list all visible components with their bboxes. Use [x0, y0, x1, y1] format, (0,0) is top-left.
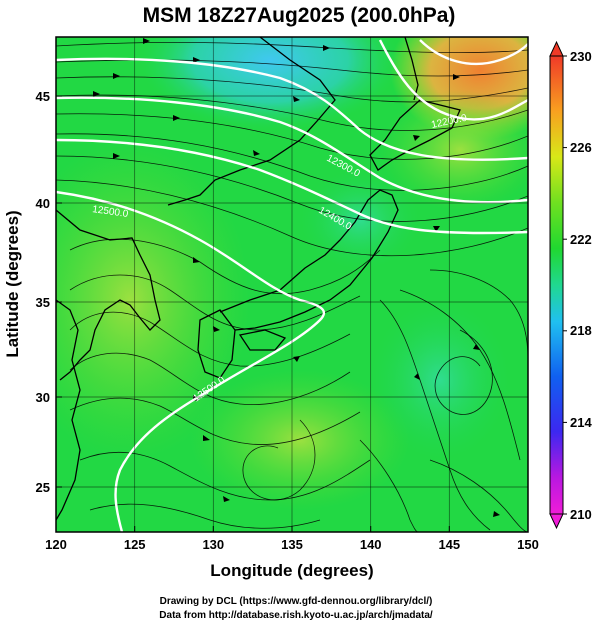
x-tick-labels: 120 125 130 135 140 145 150	[45, 537, 539, 552]
y-tick-label: 45	[36, 89, 50, 104]
stream-arrow	[473, 344, 480, 350]
stream-arrow	[143, 38, 150, 44]
cool-region	[370, 300, 510, 460]
stream-arrow	[453, 74, 460, 80]
streamline	[56, 155, 528, 222]
streamline	[89, 503, 321, 529]
colorbar-tick-label: 214	[570, 415, 592, 430]
contour-12500	[56, 190, 326, 532]
x-tick-label: 130	[202, 537, 224, 552]
contour-label: 12500.0	[92, 204, 130, 220]
colorbar-tick-label: 222	[570, 232, 592, 247]
contour-12400	[56, 138, 528, 235]
contour-12100b	[419, 39, 528, 66]
china-coast	[56, 299, 81, 521]
streamline	[56, 94, 528, 131]
colorbar-tick-label: 210	[570, 507, 592, 522]
y-tick-labels: 45 40 35 30 25	[36, 89, 50, 495]
x-axis-title: Longitude (degrees)	[210, 561, 373, 580]
x-tick-label: 145	[438, 537, 460, 552]
stream-arrow	[193, 57, 200, 63]
stream-arrow	[173, 115, 180, 121]
streamline	[379, 299, 491, 531]
primorye-coast	[167, 37, 336, 206]
stream-arrow	[323, 45, 330, 51]
colorbar-min-arrow	[549, 513, 564, 530]
height-contours	[56, 39, 528, 532]
x-tick-label: 135	[281, 537, 303, 552]
stream-arrow	[253, 150, 260, 156]
contour-12100	[378, 39, 528, 121]
stream-arrow	[223, 496, 230, 502]
colorbar-max-arrow	[549, 40, 564, 57]
colorbar-bar	[549, 55, 564, 515]
stream-arrow	[113, 153, 120, 159]
x-tick-label: 125	[124, 537, 146, 552]
streamline	[429, 459, 528, 532]
stream-arrow	[413, 135, 420, 141]
streamline	[69, 311, 351, 367]
colorbar: 230 226 222 218 214 210	[549, 40, 592, 530]
streamline	[359, 439, 419, 532]
cool-region	[300, 170, 420, 270]
x-tick-label: 120	[45, 537, 67, 552]
stream-arrow	[433, 226, 440, 232]
streamlines	[56, 41, 528, 532]
colorbar-tick-label: 230	[570, 49, 592, 64]
colorbar-tick-label: 226	[570, 140, 592, 155]
credit-line-1: Drawing by DCL (https://www.gfd-dennou.o…	[160, 596, 433, 607]
shikoku-coast	[238, 329, 287, 351]
map-title: MSM 18Z27Aug2025 (200.0hPa)	[143, 4, 456, 27]
y-axis-title: Latitude (degrees)	[3, 210, 22, 357]
streamline	[69, 238, 381, 295]
contour-12200	[56, 57, 528, 161]
warm-region	[56, 140, 250, 460]
lat-lon-grid	[56, 37, 528, 532]
y-tick-label: 40	[36, 196, 50, 211]
warm-region	[380, 90, 528, 210]
x-tick-label: 140	[360, 537, 382, 552]
stream-arrows	[93, 38, 500, 517]
y-tick-label: 35	[36, 295, 50, 310]
coastlines	[56, 37, 461, 521]
y-tick-label: 25	[36, 480, 50, 495]
streamline	[69, 274, 361, 331]
streamline	[56, 133, 528, 191]
stream-arrow	[113, 73, 120, 79]
warm-region	[190, 370, 410, 510]
x-tick-label: 150	[517, 537, 539, 552]
sakhalin-coast	[404, 37, 419, 101]
colorbar-tick-label: 218	[570, 323, 592, 338]
stream-arrow	[293, 356, 300, 362]
x-tick-marks	[55, 526, 529, 532]
streamline	[69, 352, 351, 406]
hokkaido-coast	[369, 99, 461, 171]
streamline	[56, 179, 528, 257]
stream-arrow	[93, 91, 100, 97]
map-panel: 12500.0 12500.0 12400.0 12300.0 12200.0	[56, 37, 528, 532]
stream-arrow	[493, 511, 500, 517]
streamline	[56, 76, 528, 103]
korea-coast	[56, 209, 161, 381]
stream-arrow	[293, 96, 300, 102]
streamline	[429, 269, 528, 361]
streamline	[242, 419, 316, 501]
y-tick-marks	[56, 95, 62, 488]
streamline	[56, 113, 528, 160]
honshu-coast	[219, 189, 399, 331]
contour-12300	[56, 96, 528, 204]
stream-arrow	[414, 373, 420, 380]
colorbar-tick-marks	[563, 55, 567, 515]
credit-line-2: Data from http://database.rish.kyoto-u.a…	[159, 610, 433, 621]
stream-arrow	[203, 435, 210, 441]
stream-arrow	[193, 257, 200, 263]
stream-arrow	[213, 326, 220, 332]
streamline	[69, 397, 361, 445]
y-tick-label: 30	[36, 390, 50, 405]
